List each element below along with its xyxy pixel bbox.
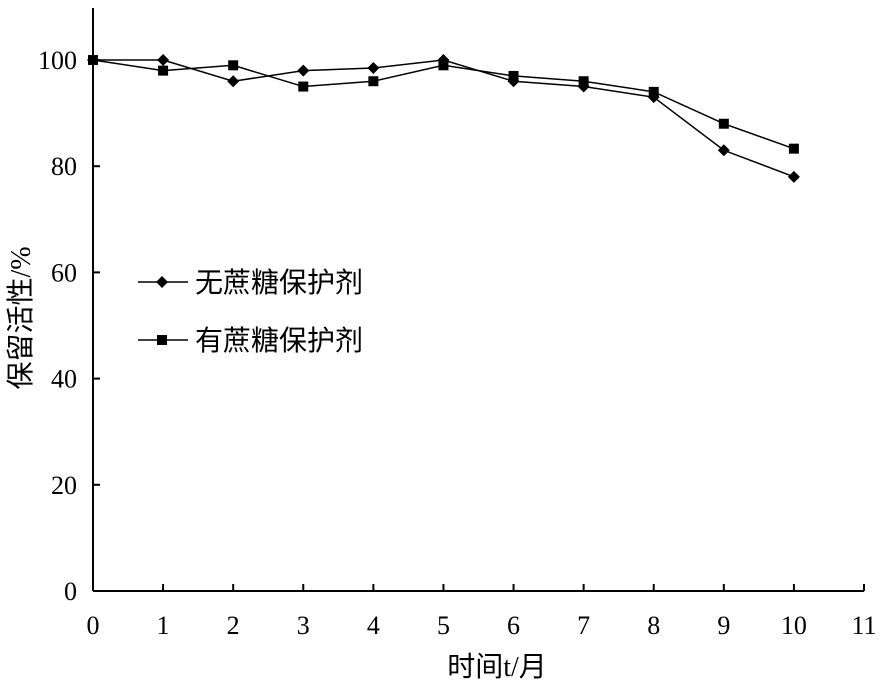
series-line: [92, 59, 795, 150]
y-tick-label: 80: [51, 152, 77, 181]
y-axis-title: 保留活性/%: [5, 246, 37, 389]
y-tick-label: 0: [64, 577, 77, 606]
y-tick-label: 100: [38, 46, 77, 75]
data-point-square: [648, 86, 659, 97]
x-tick-label: 1: [157, 611, 170, 640]
data-point-square: [788, 143, 799, 154]
data-point-square: [578, 76, 589, 87]
data-point-diamond: [787, 170, 800, 183]
y-tick-label: 60: [51, 258, 77, 287]
series-line: [93, 59, 795, 178]
x-tick-label: 5: [437, 611, 450, 640]
data-point-square: [508, 70, 519, 81]
x-tick-label: 3: [297, 611, 310, 640]
legend-item: 有蔗糖保护剂: [138, 325, 363, 357]
data-point-diamond: [227, 75, 240, 88]
x-tick-label: 2: [227, 611, 240, 640]
y-ticks: 0 20 40 60 80 100: [38, 46, 100, 606]
axes: [92, 8, 864, 592]
y-tick-label: 20: [51, 471, 77, 500]
data-point-square: [88, 55, 98, 65]
legend-marker-diamond: [156, 276, 168, 288]
series-layer: [87, 54, 800, 183]
x-tick-label: 0: [87, 611, 100, 640]
series-2: [88, 55, 799, 154]
legend-label: 无蔗糖保护剂: [195, 267, 363, 299]
data-point-diamond: [157, 54, 170, 66]
x-tick-label: 4: [367, 611, 380, 640]
series-1: [87, 54, 800, 183]
legend-marker-square: [157, 335, 167, 345]
x-tick-label: 6: [507, 611, 520, 640]
data-point-square: [718, 118, 729, 129]
legend-label: 有蔗糖保护剂: [195, 325, 363, 357]
x-axis-title: 时间t/月: [447, 651, 547, 683]
x-tick-label: 11: [851, 611, 876, 640]
x-tick-label: 10: [781, 611, 807, 640]
y-tick-label: 40: [51, 365, 77, 394]
data-point-square: [158, 65, 169, 76]
data-point-diamond: [367, 61, 380, 74]
x-tick-label: 7: [577, 611, 590, 640]
data-point-square: [228, 60, 239, 71]
x-ticks: 0 1 2 3 4 5 6 7 8 9 10 11: [87, 584, 877, 640]
data-point-diamond: [297, 64, 310, 77]
x-tick-label: 8: [647, 611, 660, 640]
data-point-square: [438, 60, 449, 71]
data-point-square: [368, 76, 379, 87]
data-point-square: [298, 81, 309, 92]
data-point-diamond: [717, 144, 730, 157]
legend-item: 无蔗糖保护剂: [138, 267, 363, 299]
x-tick-label: 9: [717, 611, 730, 640]
